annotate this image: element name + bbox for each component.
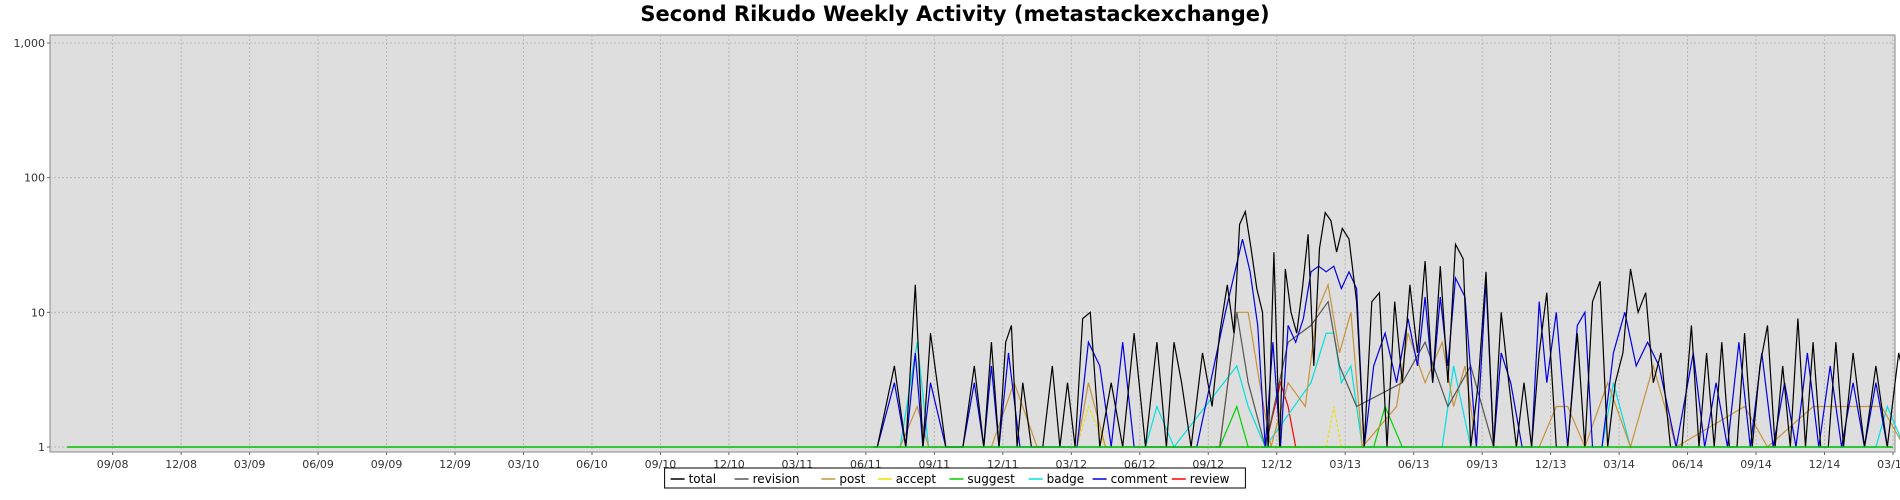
x-tick-label: 12/08: [165, 458, 197, 471]
x-tick-label: 09/08: [97, 458, 129, 471]
legend-box: [664, 467, 1246, 489]
x-tick-label: 09/13: [1466, 458, 1498, 471]
legend-label-review: review: [1190, 472, 1230, 486]
x-tick-label: 03/13: [1329, 458, 1361, 471]
legend-label-post: post: [839, 472, 865, 486]
x-tick-label: 06/09: [302, 458, 334, 471]
x-tick-label: 12/14: [1809, 458, 1841, 471]
x-tick-label: 06/14: [1672, 458, 1704, 471]
legend: total revision post accept suggest badge comme…: [664, 467, 1246, 489]
series-layer: [67, 209, 1900, 449]
x-tick-label: 09/09: [371, 458, 403, 471]
x-tick-label: 03/15: [1877, 458, 1900, 471]
y-tick-label: 1: [38, 441, 45, 454]
series-line-comment: [873, 238, 1892, 448]
y-tick-label: 100: [24, 172, 45, 185]
x-tick-label: 12/12: [1261, 458, 1293, 471]
x-tick-label: 12/09: [439, 458, 471, 471]
chart-title: Second Rikudo Weekly Activity (metastack…: [640, 2, 1269, 26]
y-tick-label: 1,000: [14, 37, 46, 50]
legend-label-suggest: suggest: [967, 472, 1015, 486]
x-tick-label: 03/14: [1603, 458, 1635, 471]
y-tick-label: 10: [31, 306, 45, 319]
series-line-revision: [1215, 300, 1498, 448]
x-tick-label: 06/13: [1398, 458, 1430, 471]
legend-label-badge: badge: [1047, 472, 1085, 486]
x-tick-label: 09/14: [1740, 458, 1772, 471]
legend-label-accept: accept: [896, 472, 937, 486]
y-axis: 1 10 100 1,000: [14, 37, 50, 454]
legend-label-total: total: [689, 472, 716, 486]
x-tick-label: 03/09: [234, 458, 266, 471]
legend-label-comment: comment: [1111, 472, 1168, 486]
x-tick-label: 12/13: [1535, 458, 1567, 471]
legend-label-revision: revision: [753, 472, 800, 486]
x-tick-label: 03/10: [508, 458, 540, 471]
x-tick-label: 06/10: [576, 458, 608, 471]
